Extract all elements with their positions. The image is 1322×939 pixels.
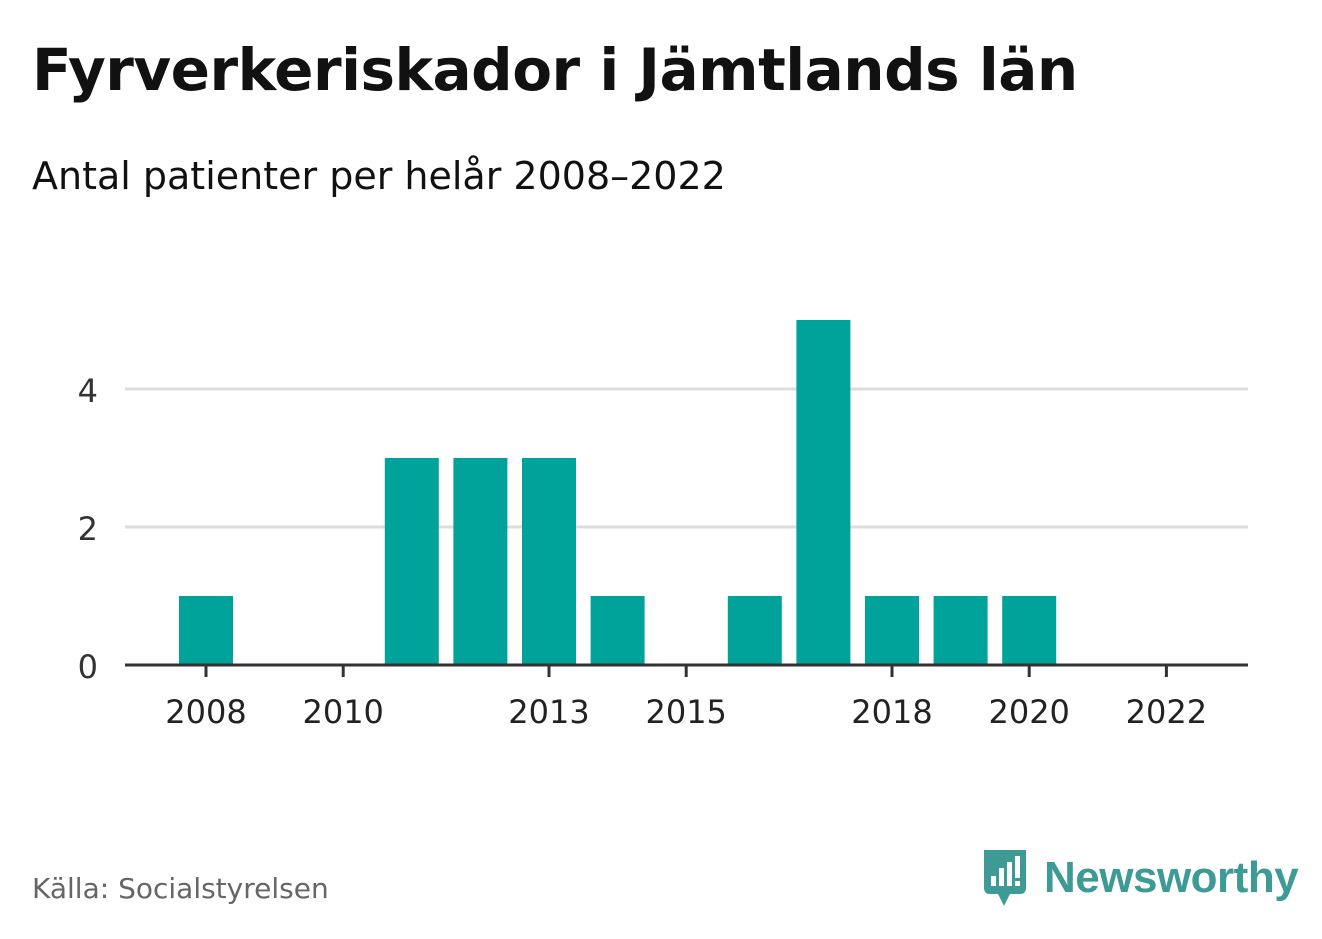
chart-subtitle: Antal patienter per helår 2008–2022 — [32, 154, 726, 198]
bar-2008 — [179, 596, 233, 665]
bars — [179, 320, 1057, 665]
bar-2016 — [727, 596, 782, 665]
x-tick-label: 2020 — [988, 693, 1069, 731]
bar-2020 — [1002, 596, 1057, 665]
bar-2012 — [453, 458, 508, 665]
x-tick-label: 2022 — [1126, 693, 1207, 731]
x-tick-label: 2008 — [165, 693, 246, 731]
bar-2019 — [933, 596, 988, 665]
bar-2014 — [590, 596, 645, 665]
source-note: Källa: Socialstyrelsen — [32, 872, 329, 905]
brand-name: Newsworthy — [1044, 853, 1299, 902]
bar-2013 — [522, 458, 576, 665]
bar-chart: 0 2 4 2008 2010 2013 2015 2018 2020 2022 — [78, 320, 1248, 731]
bar-2018 — [865, 596, 919, 665]
bar-2011 — [384, 458, 439, 665]
bar-2017 — [796, 320, 851, 665]
chart-title: Fyrverkeriskador i Jämtlands län — [32, 36, 1078, 104]
x-tick-label: 2018 — [851, 693, 932, 731]
x-tick-label: 2015 — [645, 693, 726, 731]
axes: 0 2 4 2008 2010 2013 2015 2018 2020 2022 — [78, 372, 1248, 731]
grid-lines — [125, 387, 1248, 529]
y-tick-label: 4 — [78, 372, 98, 410]
x-tick-label: 2010 — [302, 693, 383, 731]
y-tick-label: 2 — [78, 510, 98, 548]
newsworthy-logo-icon — [984, 850, 1026, 906]
y-tick-label: 0 — [78, 648, 98, 686]
newsworthy-logo: Newsworthy — [980, 846, 1299, 910]
x-tick-label: 2013 — [508, 693, 589, 731]
